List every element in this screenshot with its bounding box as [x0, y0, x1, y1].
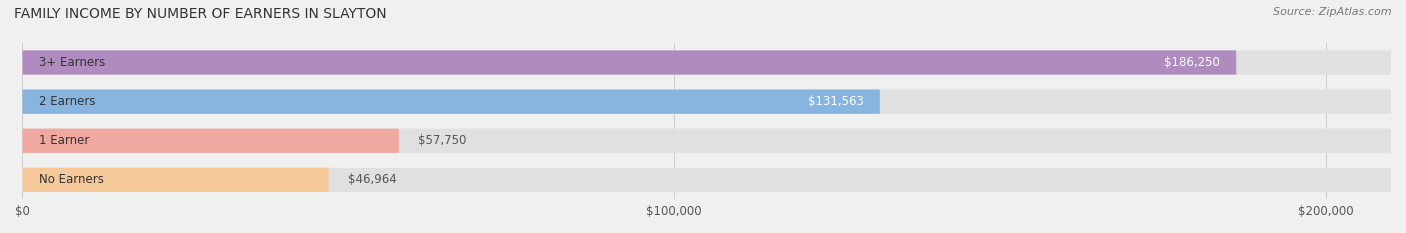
Text: 1 Earner: 1 Earner — [39, 134, 89, 147]
Text: Source: ZipAtlas.com: Source: ZipAtlas.com — [1274, 7, 1392, 17]
Text: FAMILY INCOME BY NUMBER OF EARNERS IN SLAYTON: FAMILY INCOME BY NUMBER OF EARNERS IN SL… — [14, 7, 387, 21]
Text: $46,964: $46,964 — [349, 173, 396, 186]
FancyBboxPatch shape — [22, 89, 1391, 114]
FancyBboxPatch shape — [22, 168, 1391, 192]
FancyBboxPatch shape — [22, 50, 1391, 75]
FancyBboxPatch shape — [22, 168, 329, 192]
FancyBboxPatch shape — [22, 129, 399, 153]
Text: 2 Earners: 2 Earners — [39, 95, 96, 108]
Text: $131,563: $131,563 — [807, 95, 863, 108]
Text: $186,250: $186,250 — [1164, 56, 1220, 69]
FancyBboxPatch shape — [22, 89, 880, 114]
Text: $57,750: $57,750 — [419, 134, 467, 147]
FancyBboxPatch shape — [22, 50, 1236, 75]
FancyBboxPatch shape — [22, 129, 1391, 153]
Text: 3+ Earners: 3+ Earners — [39, 56, 105, 69]
Text: No Earners: No Earners — [39, 173, 104, 186]
